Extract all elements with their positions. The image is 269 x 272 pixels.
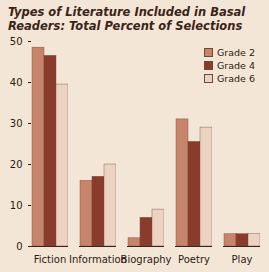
svg-text:0: 0 xyxy=(16,241,22,252)
svg-text:Poetry: Poetry xyxy=(178,254,210,265)
svg-text:30: 30 xyxy=(10,118,23,129)
html-text:Grade 4: Grade 4 xyxy=(217,60,255,71)
svg-text:Fiction: Fiction xyxy=(34,254,66,265)
svg-text:40: 40 xyxy=(10,77,23,88)
svg-text:50: 50 xyxy=(10,36,23,47)
html-text:Grade 2: Grade 2 xyxy=(217,47,255,58)
html-text:Grade 6: Grade 6 xyxy=(217,73,255,84)
svg-text:Play: Play xyxy=(232,254,253,265)
html-text:Types of Literature Included i: Types of Literature Included in Basal Re… xyxy=(8,5,246,33)
svg-text:Information: Information xyxy=(69,254,127,265)
svg-text:Biography: Biography xyxy=(121,254,172,265)
svg-text:10: 10 xyxy=(10,200,23,211)
svg-text:20: 20 xyxy=(10,159,23,170)
